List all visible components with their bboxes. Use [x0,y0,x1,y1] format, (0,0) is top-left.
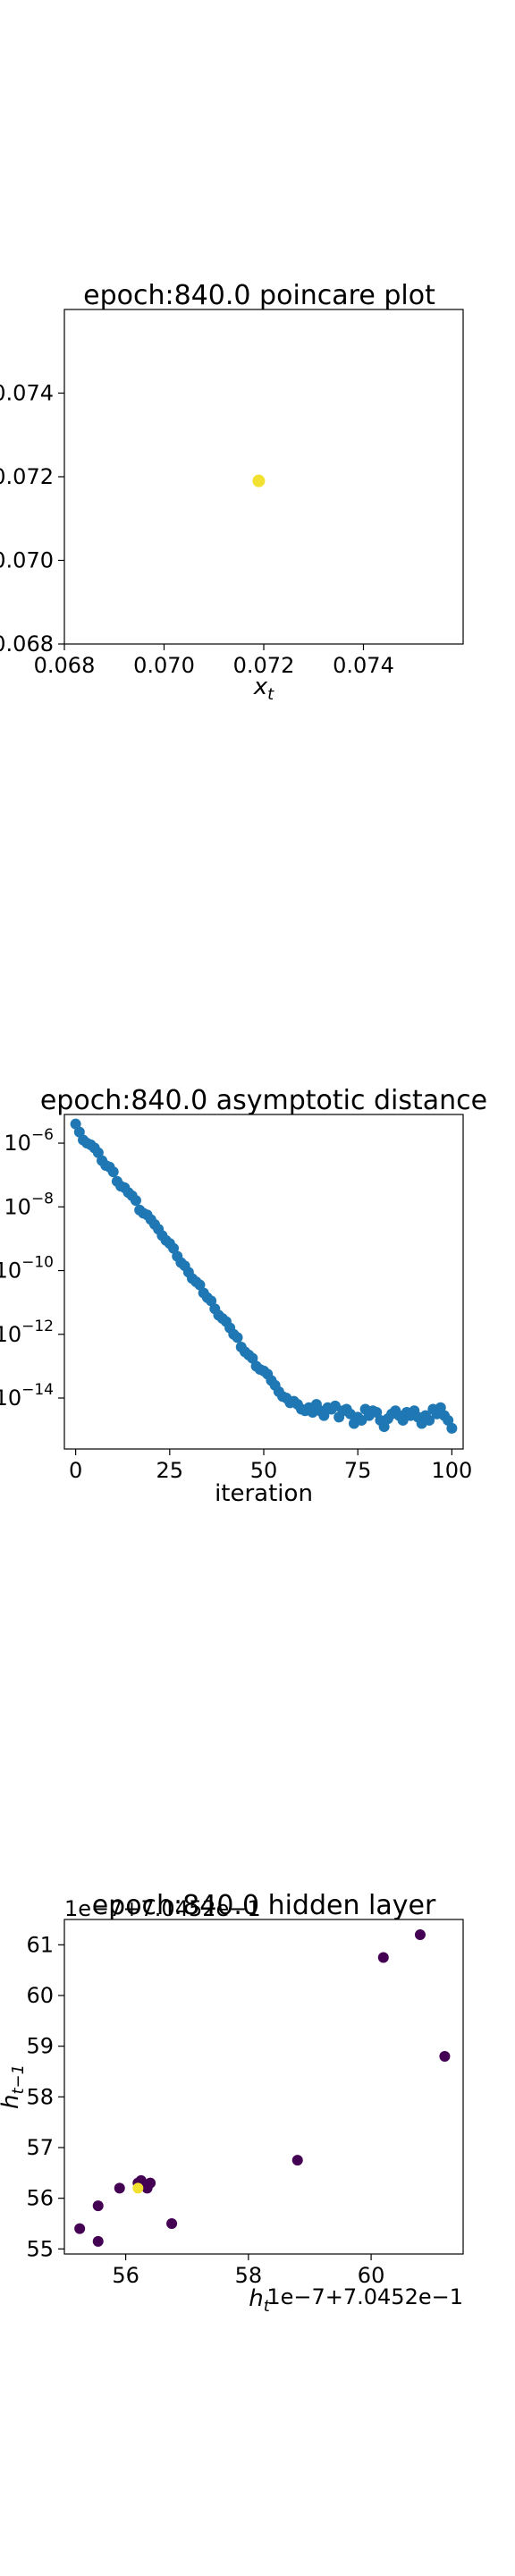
y-tick-label: 61 [26,1932,54,1957]
poincare-plot: epoch:840.0 poincare plot 0.068 0.070 0.07… [0,280,464,704]
x-tick-label: 25 [156,1458,184,1483]
data-point [92,2235,104,2247]
y-tick-label: 10−10 [0,1254,54,1284]
asymptotic-distance-plot: epoch:840.0 asymptotic distance 0 25 50 75 1… [0,1085,487,1507]
data-point [132,2182,144,2194]
y-tick-label: 10−14 [0,1381,54,1411]
x-tick-label: 50 [250,1458,278,1483]
data-point [206,1295,217,1307]
data-point [107,1166,119,1178]
y-tick-label: 10−6 [4,1126,54,1156]
data-point [371,1407,383,1419]
x-tick-label: 75 [344,1458,372,1483]
x-tick-label: 56 [112,2263,139,2288]
x-tick-label: 0 [69,1458,82,1483]
data-point [247,1352,258,1364]
data-point [194,1279,206,1291]
data-point [291,2155,303,2166]
x-tick-label: 60 [358,2263,385,2288]
data-point [166,2218,178,2229]
hidden-layer-ylabel: ht−1 [0,2064,28,2109]
y-tick-label: 10−8 [4,1190,54,1219]
hidden-layer-frame [63,1919,464,2255]
poincare-plot-title: epoch:840.0 poincare plot [83,280,435,311]
data-point [92,2200,104,2212]
data-point [443,1414,454,1426]
hidden-layer-plot: epoch:840.0 hidden layer 1e−7+7.0452e−1 … [0,1890,464,2316]
poincare-plot-frame [63,309,464,645]
data-point [377,1952,389,1963]
y-tick-label: 0.068 [0,631,54,657]
data-point [435,1402,446,1413]
y-tick-label: 57 [26,2135,54,2160]
data-point [141,2182,153,2194]
hidden-layer-x-offset: 1e−7+7.0452e−1 [266,2284,463,2309]
data-point [130,1195,141,1207]
x-tick-label: 0.068 [34,653,96,678]
y-tick-label: 0.070 [0,548,54,573]
data-point [378,1421,390,1433]
hidden-layer-y-offset: 1e−7+7.0452e−1 [64,1896,261,1921]
x-tick-label: 58 [235,2263,263,2288]
asymptotic-distance-title: epoch:840.0 asymptotic distance [40,1085,487,1116]
y-tick-label: 55 [26,2236,54,2261]
x-tick-label: 100 [431,1458,472,1483]
asymptotic-distance-xlabel: iteration [215,1480,313,1507]
data-point [70,1118,81,1130]
x-tick-label: 0.072 [233,653,295,678]
data-point [252,474,266,487]
asymptotic-distance-frame [63,1114,464,1450]
data-point [168,1242,180,1254]
data-point [92,1147,104,1158]
y-tick-label: 60 [26,1983,54,2008]
data-point [446,1422,458,1434]
data-point [439,2051,451,2062]
y-tick-label: 0.072 [0,464,54,489]
poincare-plot-xlabel: xt [253,674,274,704]
data-point [232,1332,243,1343]
hidden-layer-title: epoch:840.0 hidden layer [92,1890,436,1921]
data-point [318,1410,330,1421]
x-tick-label: 0.070 [133,653,195,678]
y-tick-label: 0.074 [0,381,54,406]
data-point [73,1126,85,1138]
data-point [424,1414,435,1426]
data-point [74,2223,86,2234]
data-point [414,1929,426,1940]
y-tick-label: 10−12 [0,1318,54,1347]
data-point [114,2182,125,2194]
y-tick-label: 56 [26,2186,54,2211]
y-tick-label: 59 [26,2034,54,2059]
x-tick-label: 0.074 [333,653,394,678]
y-tick-label: 58 [26,2084,54,2109]
